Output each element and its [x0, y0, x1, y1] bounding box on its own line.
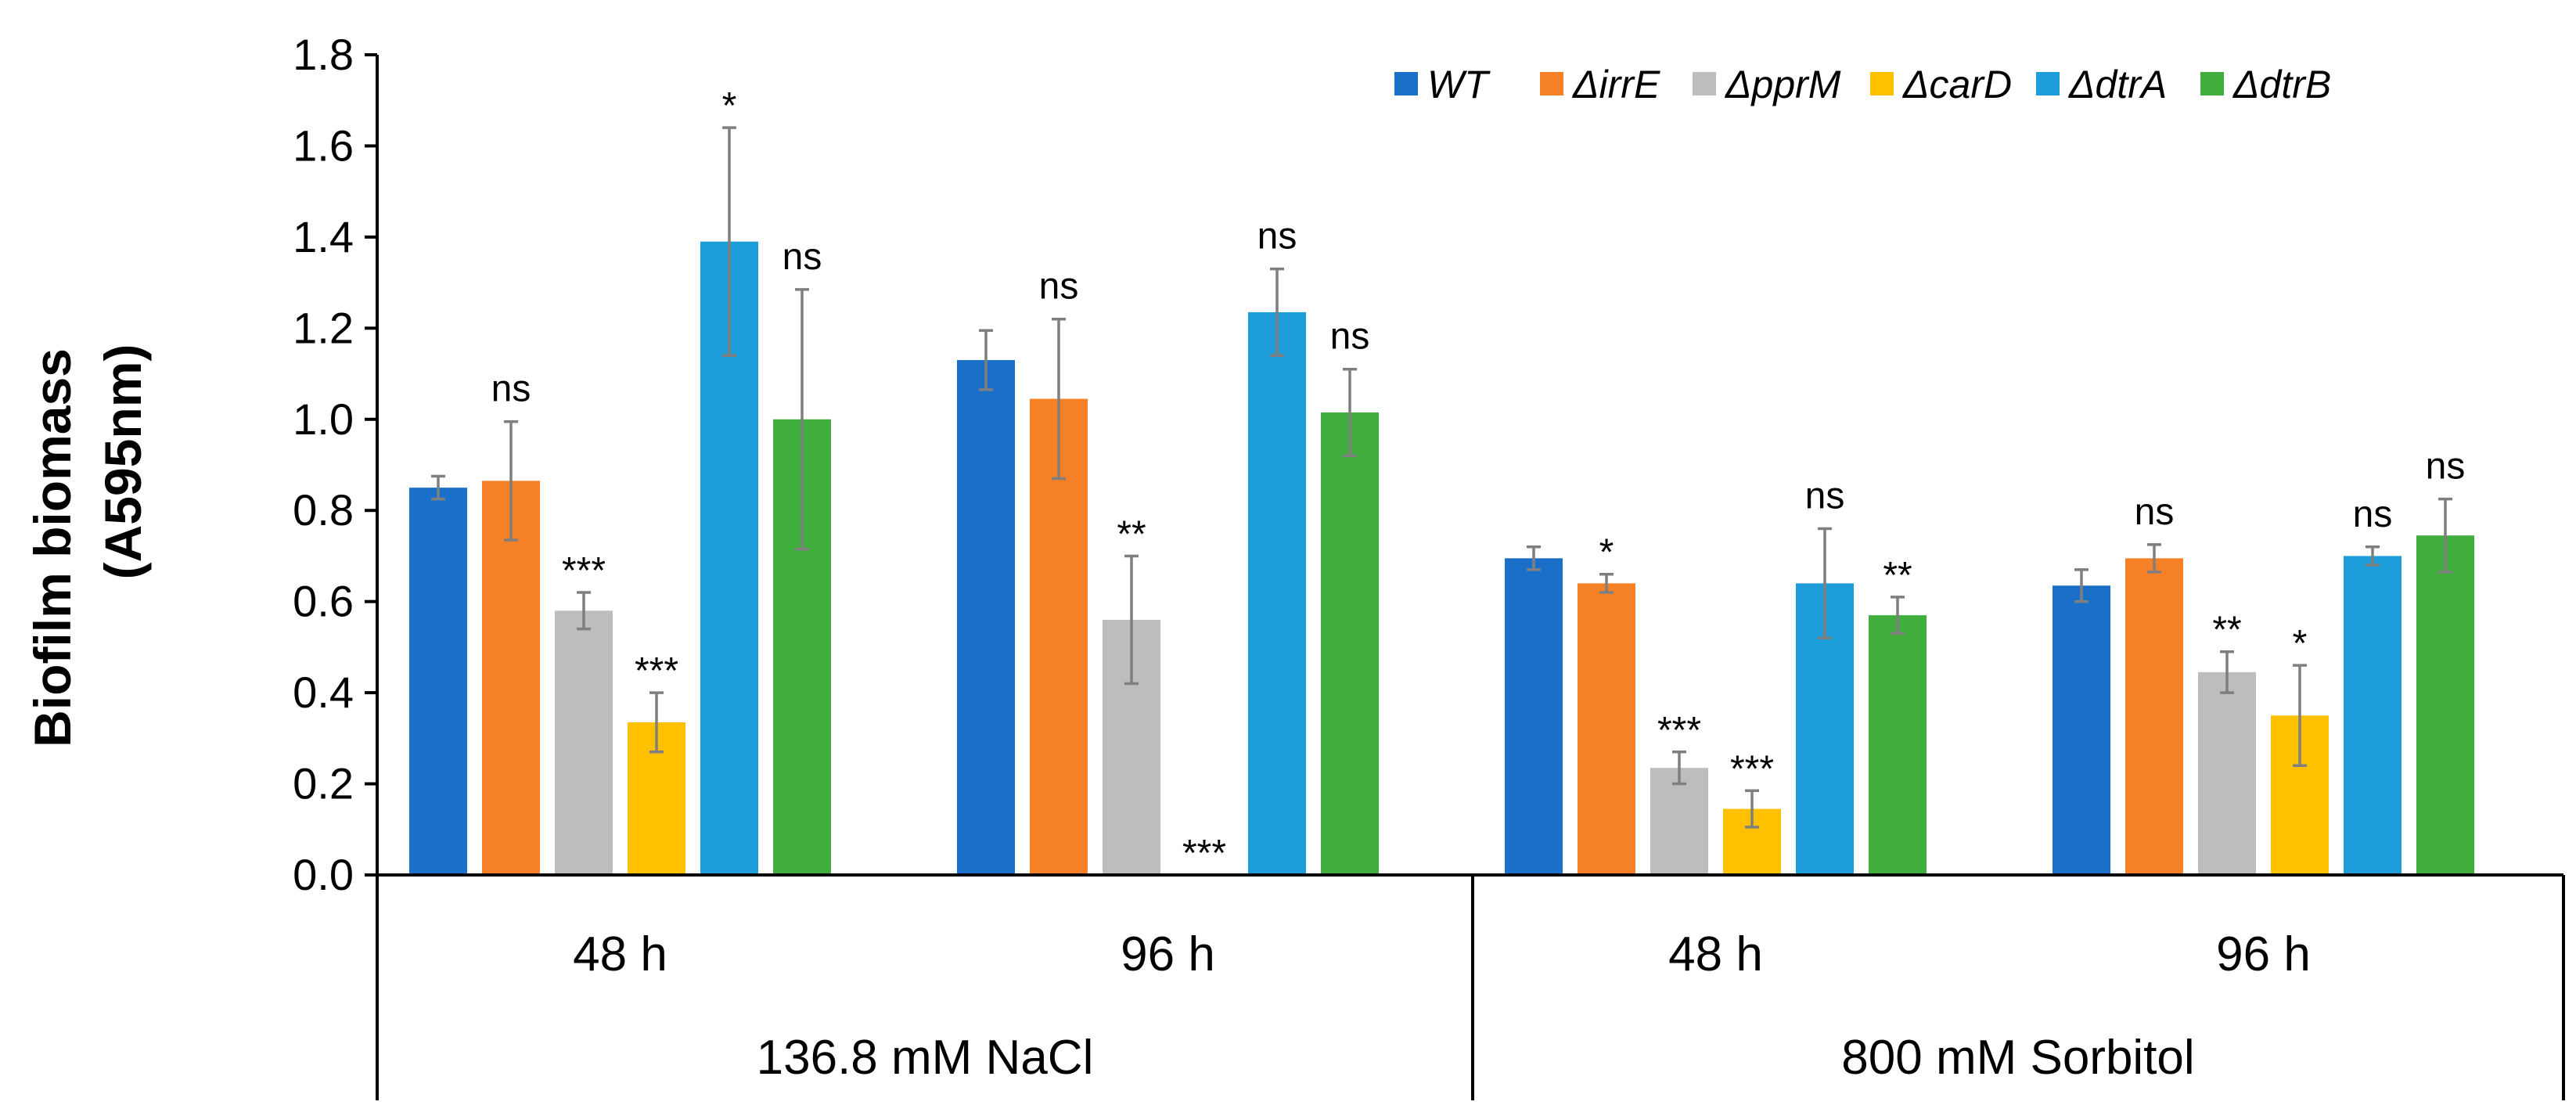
bar: [555, 610, 613, 875]
significance-label: ns: [783, 236, 822, 278]
y-axis-label: Biofilm biomass (A595nm): [23, 344, 152, 747]
bar: [1869, 615, 1927, 875]
bar: [482, 481, 540, 875]
significance-label: ns: [1257, 216, 1297, 257]
y-tick-label: 1.8: [293, 30, 354, 79]
x-group-label: 48 h: [1668, 927, 1763, 981]
bar: [1321, 412, 1379, 875]
significance-label: **: [2212, 610, 2241, 651]
bar: [957, 360, 1015, 876]
y-tick-label: 1.0: [293, 394, 354, 444]
significance-label: ***: [1730, 748, 1774, 790]
y-tick-label: 1.6: [293, 121, 354, 170]
legend-entry: ΔpprM: [1725, 63, 1841, 106]
significance-label: ***: [635, 650, 678, 692]
significance-label: ns: [2135, 491, 2175, 533]
y-axis: 0.0 0.2 0.4 0.6 0.8 1.0 1.2 1.4 1.6 1.8: [293, 30, 379, 899]
significance-label: ***: [562, 550, 606, 592]
significance-label: *: [2293, 623, 2308, 664]
legend-swatch: [1540, 72, 1563, 95]
legend-entry: WT: [1427, 63, 1491, 106]
legend-swatch: [2200, 72, 2224, 95]
legend-entry: ΔirrE: [1572, 63, 1660, 106]
significance-label: *: [1599, 532, 1614, 574]
y-tick-label: 1.2: [293, 303, 354, 352]
x-group-label: 96 h: [1121, 927, 1215, 981]
legend-swatch: [1394, 72, 1418, 95]
significance-label: ns: [491, 369, 531, 410]
significance-label: ns: [2426, 446, 2466, 488]
x-condition-label: 136.8 mM NaCl: [757, 1031, 1094, 1085]
significance-label: ns: [1039, 266, 1079, 308]
y-tick-label: 0.4: [293, 668, 354, 717]
y-tick-label: 0.6: [293, 577, 354, 626]
y-tick-label: 1.4: [293, 212, 354, 261]
legend: WT ΔirrE ΔpprM ΔcarD ΔdtrA ΔdtrB: [1394, 63, 2331, 106]
legend-swatch: [1693, 72, 1716, 95]
y-tick-label: 0.8: [293, 485, 354, 535]
significance-label: ns: [1805, 476, 1845, 517]
legend-swatch: [2036, 72, 2060, 95]
x-condition-label: 800 mM Sorbitol: [1841, 1031, 2194, 1085]
y-tick-label: 0.0: [293, 850, 354, 899]
y-tick-label: 0.2: [293, 759, 354, 808]
significance-label: ns: [2353, 494, 2393, 535]
bar: [1578, 583, 1635, 875]
bar: [1650, 768, 1708, 875]
bar: [1505, 558, 1563, 875]
legend-entry: ΔdtrB: [2232, 63, 2331, 106]
bar: [2053, 585, 2110, 875]
x-group-label: 48 h: [573, 927, 667, 981]
legend-swatch: [1870, 72, 1894, 95]
bar: [1248, 311, 1306, 875]
x-axis: 48 h 96 h 48 h 96 h 136.8 mM NaCl 800 mM Sorb…: [376, 873, 2565, 1100]
significance-label: ns: [1330, 316, 1370, 358]
bars: [409, 241, 2474, 876]
legend-entry: ΔdtrA: [2068, 63, 2167, 106]
legend-entry: ΔcarD: [1902, 63, 2012, 106]
error-bars: [431, 126, 2452, 829]
significance-label: **: [1883, 555, 1912, 596]
bar: [2416, 535, 2474, 875]
y-axis-label-line2: (A595nm): [94, 344, 152, 580]
significance-label: ***: [1182, 833, 1226, 874]
bar: [2125, 558, 2183, 875]
y-axis-label-line1: Biofilm biomass: [23, 348, 81, 747]
significance-label: **: [1117, 513, 1146, 555]
bar: [2344, 556, 2402, 875]
bar: [2198, 671, 2256, 875]
bar: [409, 488, 467, 875]
x-group-label: 96 h: [2216, 927, 2311, 981]
significance-label: ***: [1657, 710, 1701, 751]
significance-label: *: [722, 85, 737, 127]
